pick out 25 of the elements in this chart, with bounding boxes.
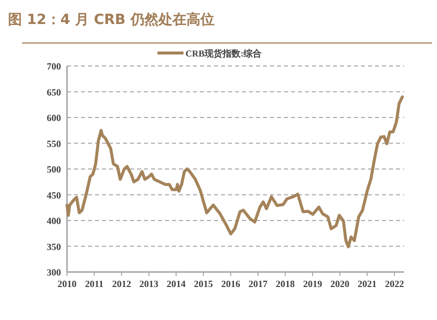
- line-series: [66, 95, 404, 248]
- x-tick-label: 2020: [330, 280, 350, 290]
- x-tick-label: 2016: [221, 280, 240, 290]
- y-tick-label: 600: [46, 114, 62, 124]
- x-tick-label: 2022: [384, 280, 404, 290]
- x-tick-label: 2012: [112, 280, 132, 290]
- y-tick-label: 450: [46, 191, 62, 202]
- x-tick-label: 2010: [58, 280, 77, 290]
- y-tick-label: 350: [46, 242, 62, 253]
- y-tick-label: 500: [46, 166, 62, 176]
- y-tick-label: 550: [46, 140, 62, 150]
- x-tick-label: 2021: [358, 280, 377, 290]
- legend-label: CRB现货指数:综合: [186, 48, 262, 58]
- y-tick-label: 650: [46, 88, 62, 98]
- y-tick-label: 700: [46, 62, 62, 72]
- x-tick-label: 2017: [248, 280, 268, 290]
- y-tick-label: 300: [46, 268, 62, 278]
- chart-title: 图 12：4 月 CRB 仍然处在高位: [8, 11, 214, 28]
- x-tick-label: 2015: [194, 280, 214, 290]
- x-tick-label: 2019: [303, 280, 322, 290]
- x-tick-label: 2014: [166, 280, 186, 290]
- x-tick-label: 2011: [85, 280, 104, 290]
- x-tick-label: 2018: [276, 280, 296, 290]
- x-tick-label: 2013: [139, 280, 159, 290]
- y-tick-label: 400: [46, 217, 62, 227]
